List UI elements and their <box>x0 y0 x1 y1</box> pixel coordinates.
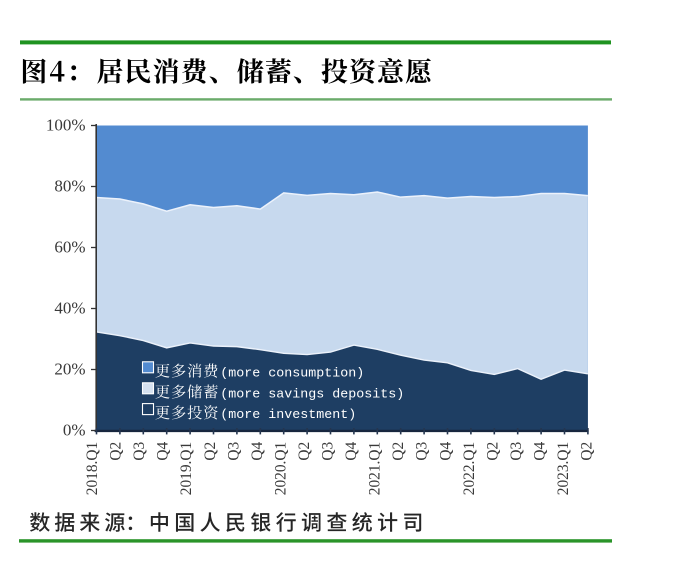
svg-text:2019.Q1: 2019.Q1 <box>178 442 195 495</box>
svg-text:Q2: Q2 <box>579 442 596 461</box>
svg-text:60%: 60% <box>54 238 85 257</box>
svg-text:(more consumption): (more consumption) <box>220 366 364 381</box>
svg-text:Q4: Q4 <box>531 441 548 460</box>
svg-text:Q2: Q2 <box>296 442 313 461</box>
svg-text:Q3: Q3 <box>225 441 242 460</box>
svg-text:Q4: Q4 <box>437 441 454 460</box>
svg-text:2020.Q1: 2020.Q1 <box>272 442 289 495</box>
svg-text:Q2: Q2 <box>390 442 407 461</box>
svg-text:Q3: Q3 <box>508 441 525 460</box>
svg-text:80%: 80% <box>54 177 85 196</box>
svg-text:20%: 20% <box>54 360 85 379</box>
svg-text:Q3: Q3 <box>414 441 431 460</box>
svg-text:40%: 40% <box>54 299 85 318</box>
svg-text:Q3: Q3 <box>320 441 337 460</box>
svg-text:Q4: Q4 <box>249 441 266 460</box>
svg-text:Q4: Q4 <box>343 441 360 460</box>
svg-text:Q3: Q3 <box>131 441 148 460</box>
svg-text:100%: 100% <box>46 116 86 135</box>
svg-text:Q2: Q2 <box>108 442 125 461</box>
svg-text:(more investment): (more investment) <box>220 408 356 423</box>
svg-text:0%: 0% <box>63 421 86 440</box>
svg-text:(more savings deposits): (more savings deposits) <box>220 387 404 402</box>
svg-text:Q2: Q2 <box>484 442 501 461</box>
svg-text:2022.Q1: 2022.Q1 <box>461 442 478 495</box>
svg-text:Q4: Q4 <box>155 441 172 460</box>
svg-text:2018.Q1: 2018.Q1 <box>84 442 101 495</box>
svg-text:Q2: Q2 <box>202 442 219 461</box>
svg-text:2023.Q1: 2023.Q1 <box>555 442 572 495</box>
svg-text:2021.Q1: 2021.Q1 <box>367 442 384 495</box>
